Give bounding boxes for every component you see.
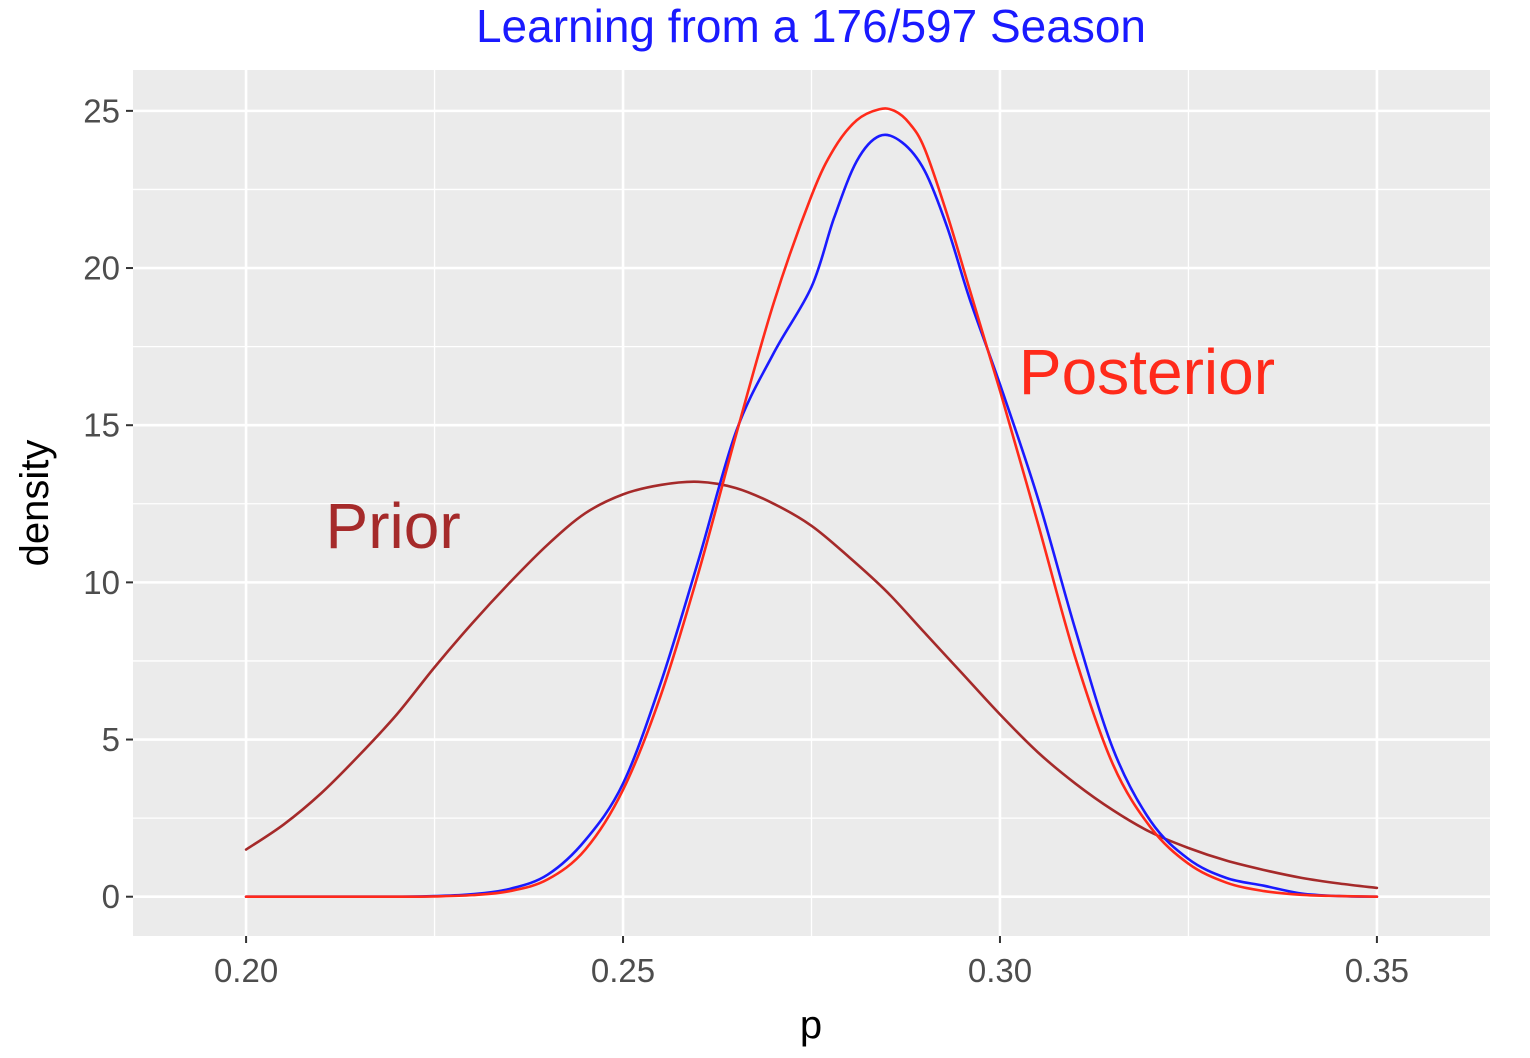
x-tick-label: 0.20: [214, 952, 278, 989]
x-tick-label: 0.35: [1345, 952, 1409, 989]
series-lines: [244, 107, 1379, 899]
minor-gridlines: [133, 70, 1490, 936]
x-axis-title: p: [800, 1003, 822, 1047]
x-tick-label: 0.30: [968, 952, 1032, 989]
chart-title: Learning from a 176/597 Season: [476, 0, 1146, 52]
x-axis: 0.20 0.25 0.30 0.35: [214, 936, 1409, 989]
y-axis-title: density: [13, 440, 57, 567]
y-tick-label: 0: [102, 878, 120, 915]
y-tick-label: 15: [83, 407, 120, 444]
y-tick-label: 10: [83, 564, 120, 601]
density-line-3: [244, 107, 1379, 899]
annotation-prior: Prior: [326, 490, 461, 562]
y-tick-label: 5: [102, 721, 120, 758]
density-line-2: [244, 133, 1379, 899]
annotations: Prior Posterior: [326, 336, 1275, 562]
annotation-posterior: Posterior: [1019, 336, 1275, 408]
y-axis: 0 5 10 15 20 25: [83, 92, 133, 915]
density-line-1: [244, 480, 1379, 890]
y-tick-label: 20: [83, 250, 120, 287]
y-tick-label: 25: [83, 92, 120, 129]
x-tick-label: 0.25: [591, 952, 655, 989]
